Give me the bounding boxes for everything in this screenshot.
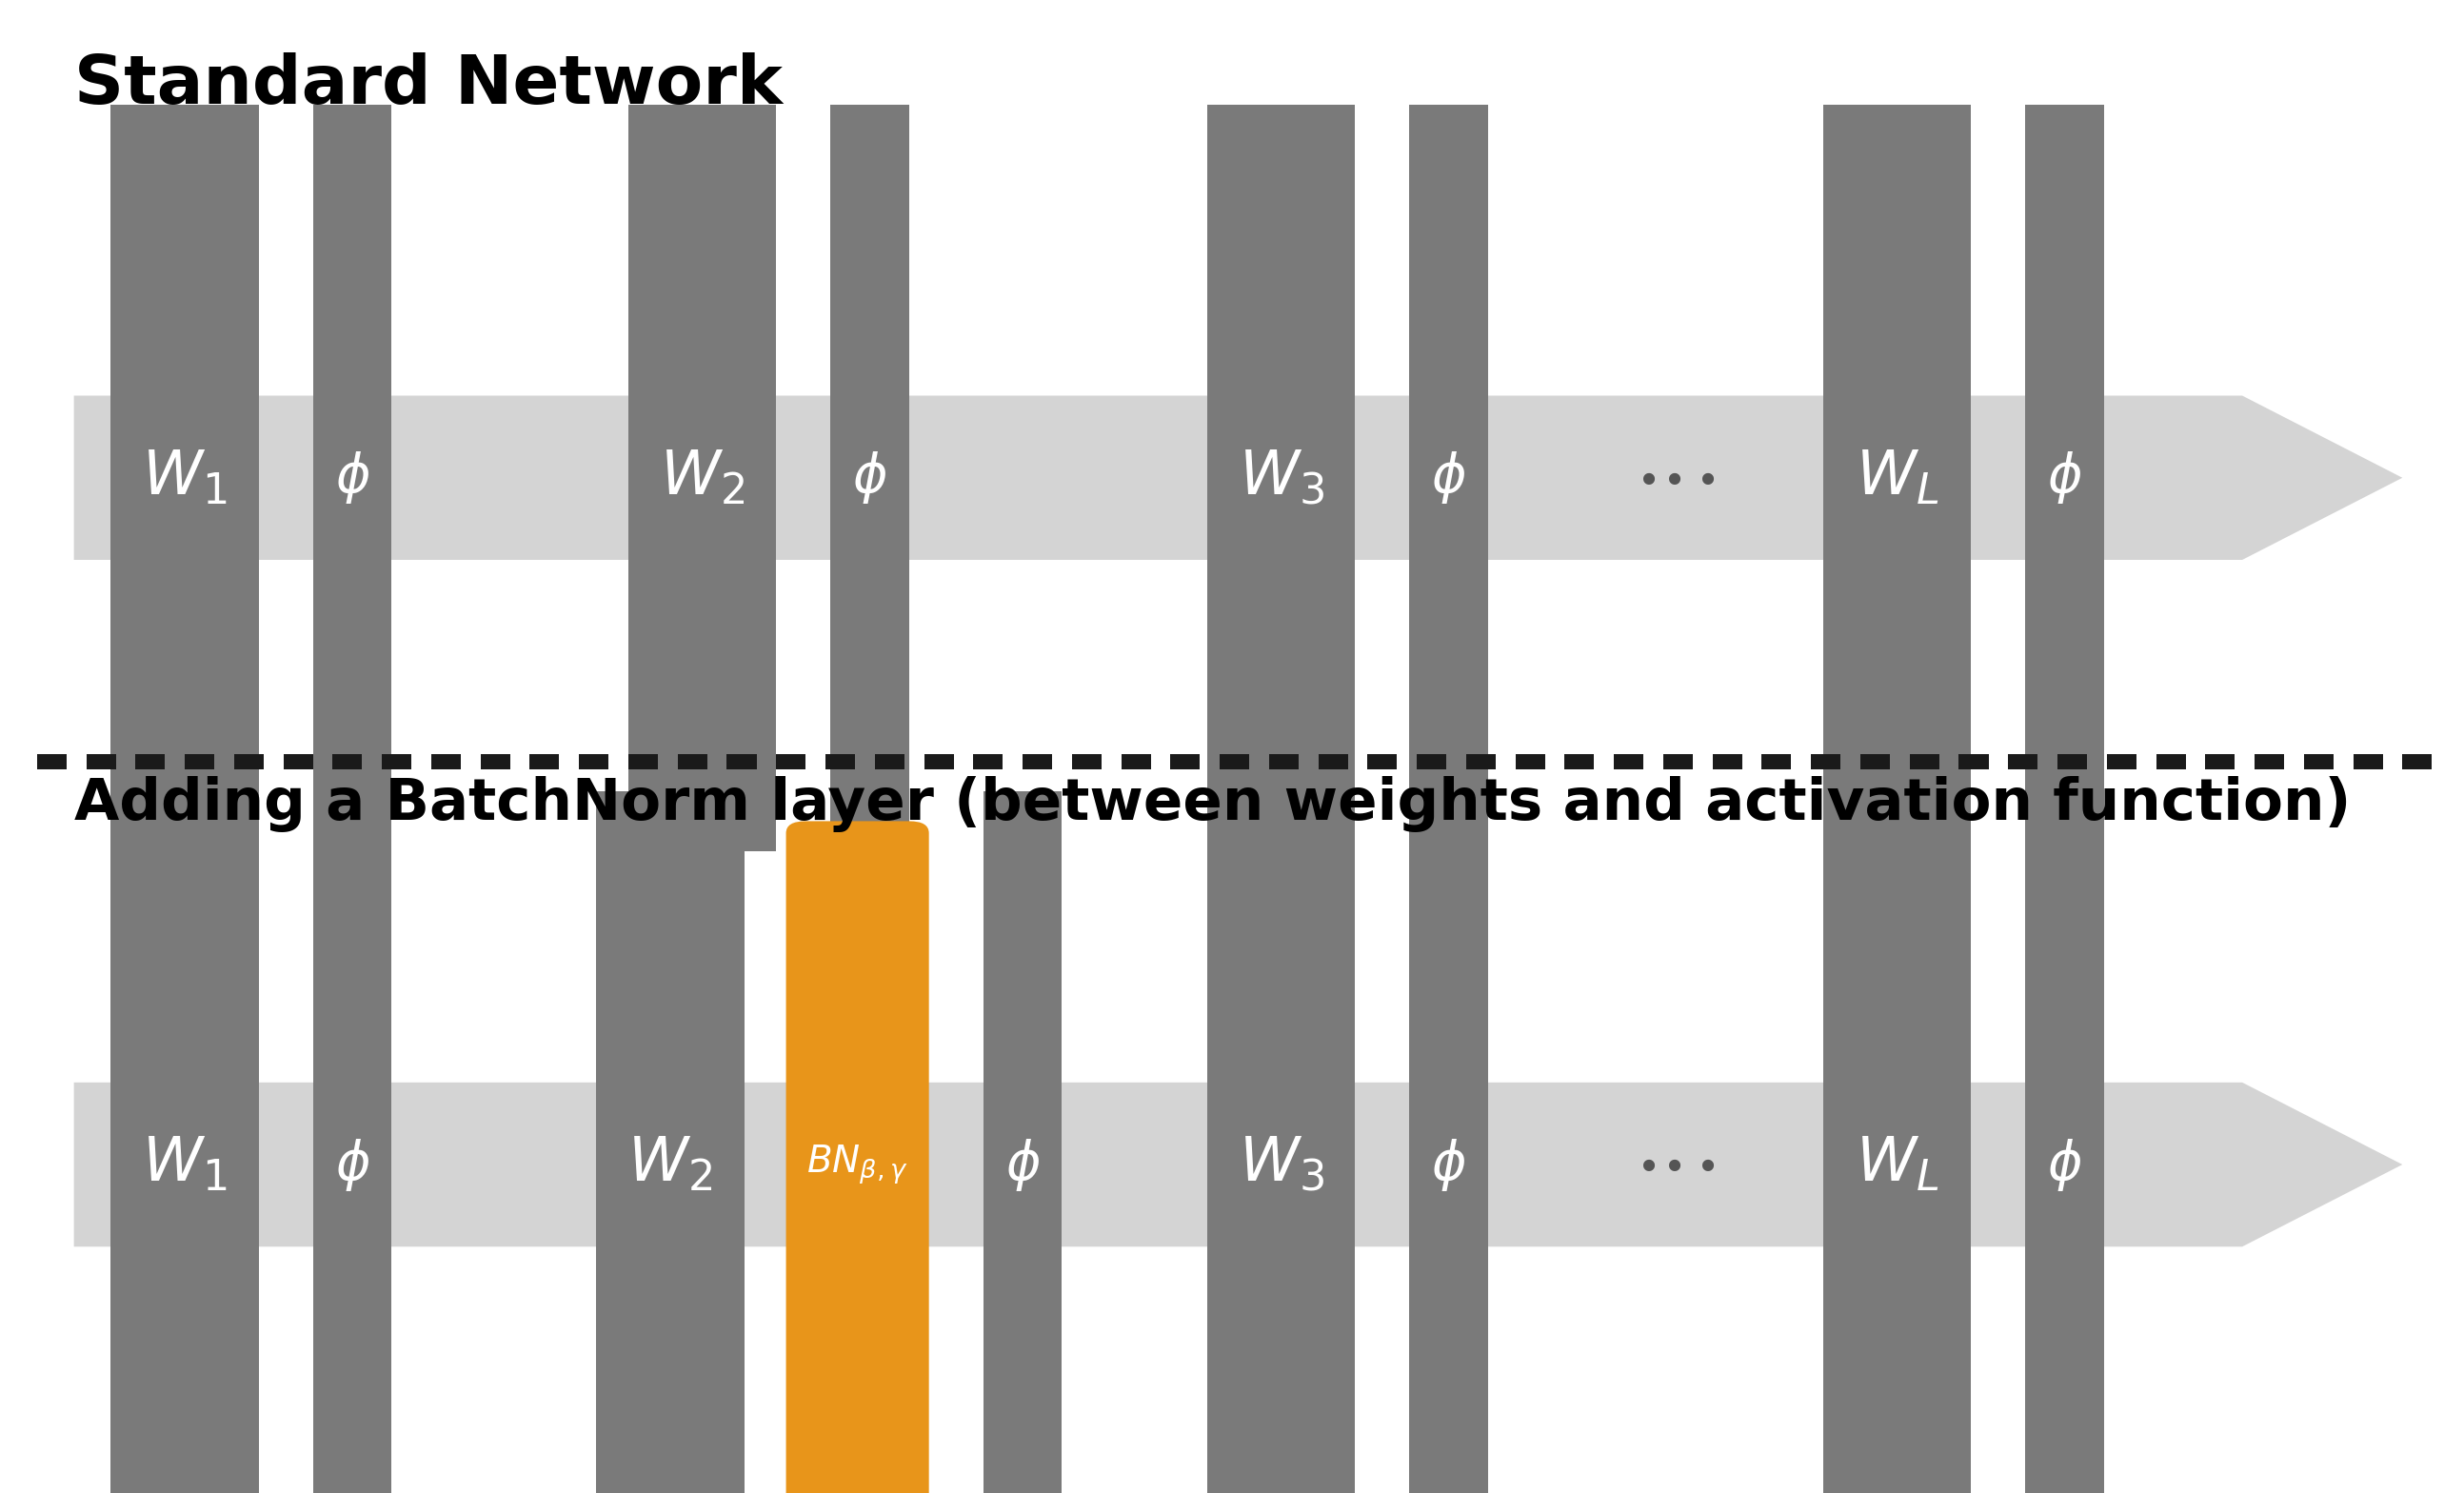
Bar bbox=[1811, 754, 1841, 769]
Text: Standard Network: Standard Network bbox=[74, 52, 781, 118]
Text: $W_3$: $W_3$ bbox=[1239, 1135, 1323, 1194]
Bar bbox=[1663, 754, 1693, 769]
Bar bbox=[2156, 754, 2186, 769]
Text: $W_2$: $W_2$ bbox=[628, 1135, 712, 1194]
Bar bbox=[1170, 754, 1200, 769]
Text: $\phi$: $\phi$ bbox=[1005, 1136, 1040, 1193]
Bar bbox=[1207, 791, 1355, 1493]
Bar bbox=[776, 754, 806, 769]
Bar bbox=[579, 754, 609, 769]
Bar bbox=[2025, 791, 2104, 1493]
Polygon shape bbox=[74, 396, 2402, 560]
Bar bbox=[86, 754, 116, 769]
Bar bbox=[111, 791, 259, 1493]
Bar bbox=[1910, 754, 1939, 769]
Bar bbox=[825, 754, 855, 769]
Text: $\phi$: $\phi$ bbox=[1432, 1136, 1466, 1193]
Text: $BN_{\beta,\gamma}$: $BN_{\beta,\gamma}$ bbox=[806, 1142, 909, 1187]
Bar bbox=[628, 754, 658, 769]
Text: $W_2$: $W_2$ bbox=[660, 448, 744, 508]
Text: $\phi$: $\phi$ bbox=[335, 1136, 370, 1193]
Text: Adding a BatchNorm layer (between weights and activation function): Adding a BatchNorm layer (between weight… bbox=[74, 776, 2351, 833]
Bar bbox=[2205, 754, 2235, 769]
Bar bbox=[313, 791, 392, 1493]
Bar bbox=[1466, 754, 1496, 769]
Bar bbox=[830, 105, 909, 851]
Bar bbox=[2255, 754, 2284, 769]
Bar bbox=[1565, 754, 1594, 769]
Bar bbox=[1823, 791, 1971, 1493]
Text: $W_L$: $W_L$ bbox=[1855, 1135, 1939, 1194]
Text: $W_3$: $W_3$ bbox=[1239, 448, 1323, 508]
Bar bbox=[1614, 754, 1643, 769]
Bar bbox=[480, 754, 510, 769]
FancyBboxPatch shape bbox=[786, 821, 929, 1493]
Text: $W_1$: $W_1$ bbox=[143, 448, 227, 508]
Bar bbox=[1515, 754, 1545, 769]
Text: $\phi$: $\phi$ bbox=[853, 449, 887, 506]
Bar bbox=[1121, 754, 1151, 769]
Text: $W_L$: $W_L$ bbox=[1855, 448, 1939, 508]
Bar bbox=[628, 105, 776, 851]
Bar bbox=[1823, 105, 1971, 851]
Bar bbox=[431, 754, 461, 769]
Text: $\phi$: $\phi$ bbox=[2048, 449, 2082, 506]
Bar bbox=[2402, 754, 2432, 769]
Bar bbox=[530, 754, 559, 769]
Bar bbox=[1368, 754, 1397, 769]
Bar bbox=[1860, 754, 1890, 769]
Bar bbox=[1220, 754, 1249, 769]
Text: $\bullet\!\bullet\!\bullet$: $\bullet\!\bullet\!\bullet$ bbox=[1636, 458, 1715, 497]
Text: $\phi$: $\phi$ bbox=[335, 449, 370, 506]
Bar bbox=[333, 754, 362, 769]
Bar bbox=[283, 754, 313, 769]
Bar bbox=[924, 754, 954, 769]
Bar bbox=[727, 754, 756, 769]
Bar bbox=[1207, 105, 1355, 851]
Bar bbox=[1417, 754, 1446, 769]
Bar bbox=[678, 754, 707, 769]
Bar bbox=[1318, 754, 1348, 769]
Bar bbox=[382, 754, 411, 769]
Text: $\phi$: $\phi$ bbox=[1432, 449, 1466, 506]
Bar bbox=[2008, 754, 2038, 769]
Text: $W_1$: $W_1$ bbox=[143, 1135, 227, 1194]
Bar bbox=[596, 791, 744, 1493]
Bar bbox=[1959, 754, 1988, 769]
Bar bbox=[983, 791, 1062, 1493]
Bar bbox=[234, 754, 264, 769]
Bar bbox=[1712, 754, 1742, 769]
Bar bbox=[185, 754, 214, 769]
Bar bbox=[1072, 754, 1101, 769]
Bar bbox=[2353, 754, 2383, 769]
Bar bbox=[973, 754, 1003, 769]
Bar bbox=[2025, 105, 2104, 851]
Bar bbox=[37, 754, 67, 769]
Bar bbox=[1409, 105, 1488, 851]
Bar bbox=[1023, 754, 1052, 769]
Text: $\bullet\!\bullet\!\bullet$: $\bullet\!\bullet\!\bullet$ bbox=[1636, 1145, 1715, 1184]
Bar bbox=[1762, 754, 1791, 769]
Bar bbox=[2304, 754, 2333, 769]
Bar bbox=[111, 105, 259, 851]
Bar bbox=[2057, 754, 2087, 769]
Text: $\phi$: $\phi$ bbox=[2048, 1136, 2082, 1193]
Bar bbox=[1409, 791, 1488, 1493]
Bar bbox=[2107, 754, 2136, 769]
Polygon shape bbox=[74, 1082, 2402, 1247]
Bar bbox=[1269, 754, 1299, 769]
Bar bbox=[875, 754, 904, 769]
Bar bbox=[136, 754, 165, 769]
Bar bbox=[313, 105, 392, 851]
